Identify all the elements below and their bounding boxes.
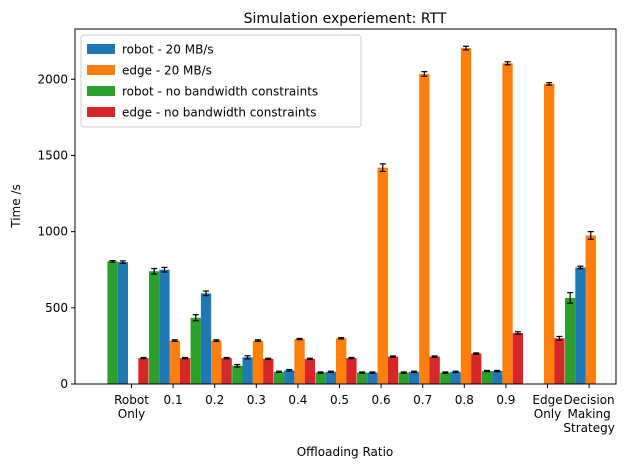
bar (179, 358, 191, 384)
x-tick-label: 0.7 (413, 393, 432, 407)
bar (315, 372, 326, 384)
x-tick-label: 0.1 (164, 393, 183, 407)
y-tick-label: 2000 (37, 72, 68, 86)
bar (554, 338, 565, 384)
bar (263, 358, 274, 384)
bar (242, 357, 253, 384)
legend-label: robot - 20 MB/s (122, 43, 214, 57)
bar (232, 365, 243, 384)
x-tick-label-line: 0.2 (205, 393, 224, 407)
legend-label: edge - no bandwidth constraints (122, 106, 317, 120)
bar (585, 235, 596, 384)
plot-frame (74, 28, 617, 385)
bar (273, 371, 285, 384)
x-tick-label-line: 0.6 (372, 393, 391, 407)
x-tick-label: 0.6 (372, 393, 391, 407)
bar (107, 261, 118, 384)
x-tick-label-line: 0.5 (330, 393, 349, 407)
y-tick-label: 1000 (37, 225, 68, 239)
x-tick-label-line: Robot (114, 393, 149, 407)
bar (211, 340, 222, 384)
errorbars-layer (109, 45, 594, 374)
legend-swatch (87, 44, 115, 54)
legend-swatch (87, 107, 115, 117)
bars-layer (107, 48, 596, 385)
bar (419, 73, 430, 384)
legend-swatch (87, 86, 115, 96)
bar (512, 332, 523, 384)
x-tick-label-line: Only (534, 407, 562, 421)
legend-label: edge - 20 MB/s (122, 64, 212, 78)
x-tick-label-line: Edge (532, 393, 562, 407)
bar (575, 267, 586, 384)
x-tick-label: Decision Making Strategy (563, 393, 614, 435)
legend: robot - 20 MB/s edge - 20 MB/s robot - no … (80, 34, 362, 128)
x-tick-label: 0.4 (288, 393, 307, 407)
x-tick-label: Robot Only (114, 393, 149, 421)
x-tick-label: Edge Only (532, 393, 562, 421)
y-tick-label: 0 (60, 377, 68, 391)
bar (471, 353, 482, 384)
y-tick-label: 1500 (37, 148, 68, 162)
bar (325, 371, 336, 384)
bar (284, 370, 295, 384)
legend-label: robot - no bandwidth constraints (122, 85, 318, 99)
bar (169, 340, 180, 384)
bar (492, 371, 503, 384)
x-tick-label-line: Only (118, 407, 146, 421)
x-tick-label: 0.5 (330, 393, 349, 407)
x-tick-label-line: 0.3 (247, 393, 266, 407)
x-tick-label-line: Strategy (563, 421, 614, 435)
y-axis-label: Time /s (9, 184, 23, 228)
bar (294, 339, 305, 384)
bar (544, 83, 555, 384)
bar (117, 262, 128, 384)
bar (159, 269, 170, 384)
bar (481, 371, 493, 384)
bar (398, 372, 409, 384)
x-axis-label: Offloading Ratio (297, 445, 394, 459)
chart-title: Simulation experiement: RTT (244, 11, 447, 27)
bar (387, 356, 399, 384)
bar (190, 317, 201, 384)
x-tick-label: 0.2 (205, 393, 224, 407)
bar (450, 371, 461, 384)
legend-box (80, 34, 362, 128)
bar (221, 358, 232, 384)
x-tick-label-line: Making (567, 407, 610, 421)
x-tick-label-line: 0.8 (455, 393, 474, 407)
legend-swatch (87, 65, 115, 75)
bar (346, 358, 357, 384)
bar (138, 358, 149, 384)
y-tick-label: 500 (45, 301, 68, 315)
bar (502, 63, 513, 384)
bar (357, 372, 368, 384)
bar (336, 338, 347, 384)
bar (460, 48, 472, 385)
x-tick-label-line: 0.9 (496, 393, 515, 407)
bar (149, 271, 160, 384)
bar (200, 293, 212, 384)
x-tick-label: 0.3 (247, 393, 266, 407)
bar (440, 372, 451, 384)
bar (408, 371, 420, 384)
bar (367, 372, 378, 384)
bar (565, 297, 576, 384)
x-tick-label: 0.8 (455, 393, 474, 407)
bar (252, 340, 264, 384)
bar (304, 358, 315, 384)
bar (377, 167, 388, 384)
x-tick-label-line: 0.7 (413, 393, 432, 407)
y-axis: 0 500 1000 1500 2000 (37, 72, 75, 391)
x-tick-label: 0.9 (496, 393, 515, 407)
x-tick-label-line: 0.1 (164, 393, 183, 407)
x-tick-label-line: Decision (564, 393, 615, 407)
x-tick-label-line: 0.4 (288, 393, 307, 407)
bar (429, 356, 440, 384)
